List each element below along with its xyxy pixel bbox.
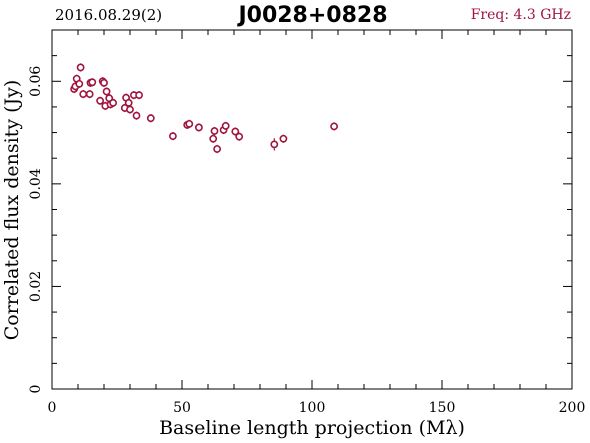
data-point bbox=[146, 114, 155, 123]
y-tick-labels: 0 0.02 0.04 0.06 bbox=[28, 66, 44, 394]
frequency-label: Freq: 4.3 GHz bbox=[471, 7, 571, 23]
data-point bbox=[209, 134, 218, 143]
data-point bbox=[76, 63, 85, 72]
data-point bbox=[109, 98, 117, 107]
x-tick-label: 150 bbox=[429, 400, 456, 416]
data-point bbox=[213, 144, 221, 154]
data-point bbox=[129, 91, 138, 100]
x-axis-label: Baseline length projection (Mλ) bbox=[159, 417, 465, 439]
point-marker bbox=[213, 145, 221, 153]
point-marker bbox=[168, 132, 177, 141]
point-marker bbox=[330, 122, 338, 131]
y-tick-label: 0.04 bbox=[28, 168, 44, 199]
data-point bbox=[270, 138, 279, 151]
data-point bbox=[194, 123, 203, 132]
x-tick-label: 0 bbox=[48, 400, 57, 416]
data-point bbox=[132, 111, 141, 120]
point-marker bbox=[85, 90, 94, 99]
plot-frame bbox=[51, 29, 573, 390]
data-point bbox=[75, 79, 84, 88]
data-point bbox=[135, 91, 143, 100]
point-marker bbox=[75, 79, 84, 88]
point-marker bbox=[126, 105, 134, 114]
y-tick-label: 0.02 bbox=[28, 271, 44, 302]
y-axis-label: Correlated flux density (Jy) bbox=[1, 80, 23, 341]
data-point bbox=[126, 105, 134, 114]
data-point bbox=[330, 122, 338, 131]
data-point bbox=[96, 96, 104, 105]
point-marker bbox=[231, 127, 240, 136]
point-marker bbox=[132, 111, 141, 120]
point-marker bbox=[102, 87, 111, 96]
point-marker bbox=[100, 78, 108, 87]
data-point bbox=[85, 90, 94, 99]
data-point bbox=[235, 132, 244, 141]
point-marker bbox=[194, 123, 203, 132]
date-label: 2016.08.29(2) bbox=[55, 6, 162, 24]
data-point bbox=[168, 132, 177, 141]
point-marker bbox=[221, 122, 230, 130]
x-tick-labels: 0 50 100 150 200 bbox=[48, 400, 586, 416]
point-marker bbox=[146, 114, 155, 123]
y-tick-label: 0 bbox=[28, 385, 44, 394]
point-marker bbox=[135, 91, 143, 100]
point-marker bbox=[209, 134, 218, 143]
x-tick-label: 100 bbox=[299, 400, 326, 416]
point-marker bbox=[270, 140, 279, 149]
point-marker bbox=[109, 98, 117, 107]
data-point bbox=[221, 121, 230, 131]
point-marker bbox=[96, 96, 104, 105]
point-marker bbox=[79, 90, 88, 99]
data-point bbox=[88, 78, 97, 87]
axis-ticks bbox=[51, 29, 573, 390]
data-point bbox=[185, 119, 194, 128]
point-marker bbox=[76, 63, 85, 72]
point-marker bbox=[124, 98, 133, 107]
data-point bbox=[210, 126, 219, 136]
chart-title: J0028+0828 bbox=[236, 3, 387, 28]
x-tick-label: 50 bbox=[173, 400, 191, 416]
data-point bbox=[231, 127, 240, 136]
point-marker bbox=[235, 132, 244, 141]
y-tick-label: 0.06 bbox=[28, 66, 44, 97]
data-point bbox=[100, 78, 108, 87]
point-marker bbox=[88, 78, 97, 87]
point-marker bbox=[279, 134, 288, 143]
data-point bbox=[79, 90, 88, 99]
data-point bbox=[279, 134, 288, 143]
data-points bbox=[70, 63, 338, 154]
point-marker bbox=[210, 127, 219, 135]
point-marker bbox=[185, 119, 194, 128]
x-tick-label: 200 bbox=[559, 400, 586, 416]
data-point bbox=[102, 87, 111, 96]
